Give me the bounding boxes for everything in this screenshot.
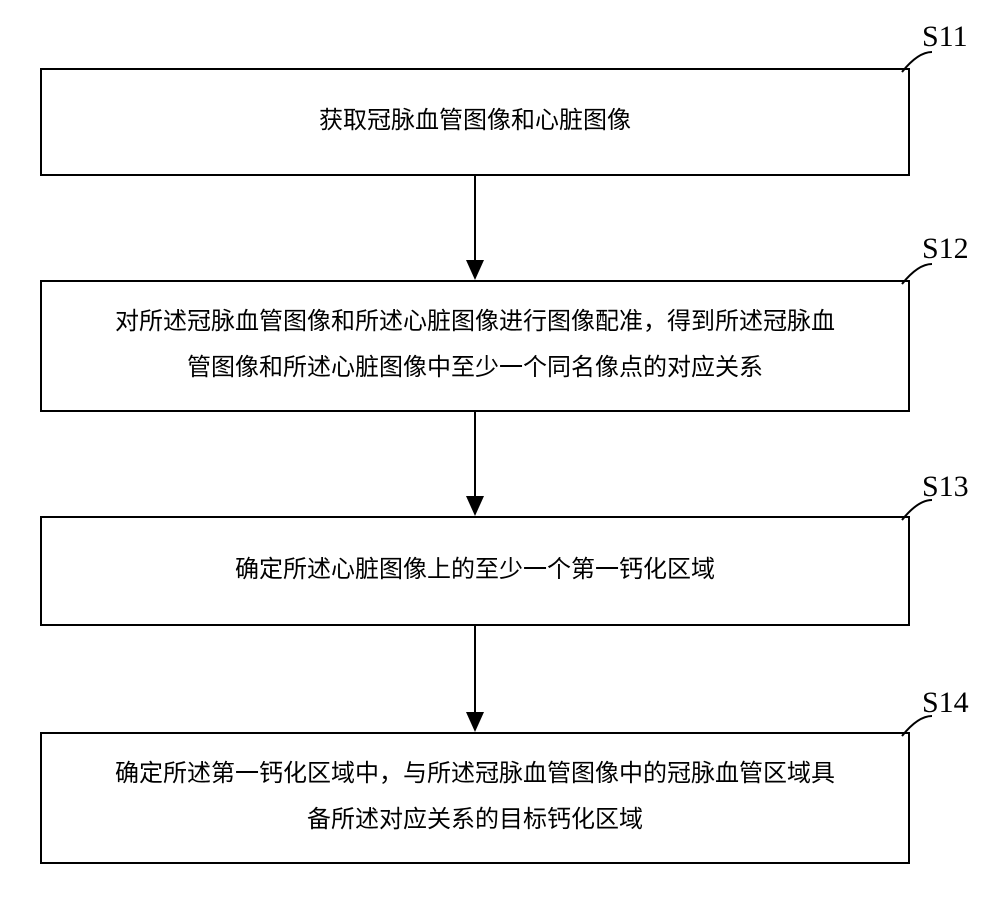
step-box-s11: 获取冠脉血管图像和心脏图像 <box>40 68 910 176</box>
step-box-s13: 确定所述心脏图像上的至少一个第一钙化区域 <box>40 516 910 626</box>
step-text: 对所述冠脉血管图像和所述心脏图像进行图像配准，得到所述冠脉血 管图像和所述心脏图… <box>115 300 835 391</box>
step-text: 确定所述第一钙化区域中，与所述冠脉血管图像中的冠脉血管区域具 备所述对应关系的目… <box>115 752 835 843</box>
step-box-s14: 确定所述第一钙化区域中，与所述冠脉血管图像中的冠脉血管区域具 备所述对应关系的目… <box>40 732 910 864</box>
step-text: 确定所述心脏图像上的至少一个第一钙化区域 <box>235 548 715 594</box>
step-label-s13: S13 <box>922 470 969 504</box>
arrow-down-icon <box>457 412 493 518</box>
step-box-s12: 对所述冠脉血管图像和所述心脏图像进行图像配准，得到所述冠脉血 管图像和所述心脏图… <box>40 280 910 412</box>
step-text: 获取冠脉血管图像和心脏图像 <box>319 99 631 145</box>
arrow-down-icon <box>457 626 493 734</box>
arrow-down-icon <box>457 176 493 282</box>
step-label-s11: S11 <box>922 20 968 54</box>
step-label-s14: S14 <box>922 686 969 720</box>
step-label-s12: S12 <box>922 232 969 266</box>
flowchart-canvas: 获取冠脉血管图像和心脏图像 S11 对所述冠脉血管图像和所述心脏图像进行图像配准，得… <box>0 0 1000 906</box>
